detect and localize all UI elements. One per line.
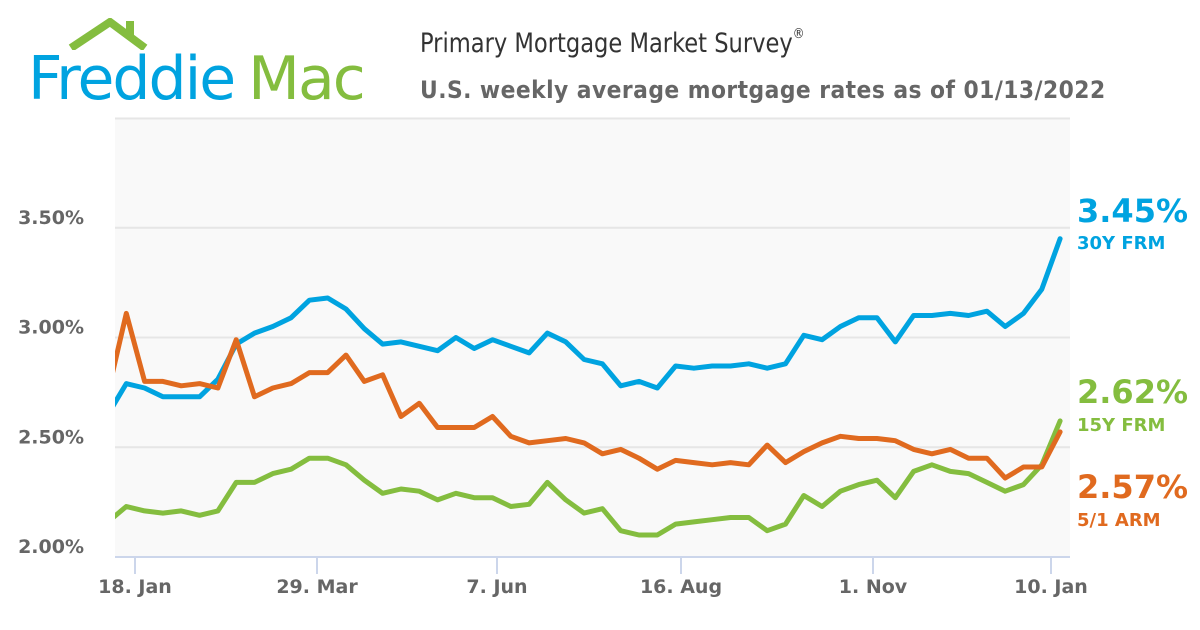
freddie-mac-logo: Freddie Mac	[28, 18, 388, 114]
y-tick-label: 3.50%	[18, 207, 84, 229]
series-line-5-1-arm	[115, 310, 1063, 481]
x-tick-label: 18. Jan	[98, 576, 172, 598]
y-tick-label: 2.50%	[18, 426, 84, 448]
registered-mark: ®	[792, 26, 805, 42]
end-value-label: 2.57%	[1077, 468, 1188, 506]
series-line-30y-frm	[115, 236, 1063, 408]
x-tick-label: 29. Mar	[276, 576, 358, 598]
logo-mac: Mac	[248, 44, 366, 114]
title-text: Primary Mortgage Market Survey	[420, 28, 793, 59]
x-tick-label: 1. Nov	[839, 576, 908, 598]
chart-title: Primary Mortgage Market Survey®	[420, 26, 805, 59]
series-name-label: 5/1 ARM	[1077, 510, 1161, 531]
end-value-label: 2.62%	[1077, 373, 1188, 411]
y-tick-label: 2.00%	[18, 536, 84, 558]
logo-wordmark: Freddie Mac	[28, 44, 366, 114]
series-name-label: 15Y FRM	[1077, 415, 1165, 436]
chart-subtitle: U.S. weekly average mortgage rates as of…	[420, 76, 1106, 104]
logo-freddie: Freddie	[28, 44, 236, 114]
x-tick-label: 16. Aug	[640, 576, 722, 598]
series-line-15y-frm	[115, 418, 1063, 538]
y-tick-label: 3.00%	[18, 317, 84, 339]
x-tick-label: 10. Jan	[1014, 576, 1088, 598]
house-roof-icon	[68, 18, 148, 50]
x-tick-label: 7. Jun	[466, 576, 527, 598]
end-value-label: 3.45%	[1077, 192, 1188, 230]
series-name-label: 30Y FRM	[1077, 233, 1165, 254]
